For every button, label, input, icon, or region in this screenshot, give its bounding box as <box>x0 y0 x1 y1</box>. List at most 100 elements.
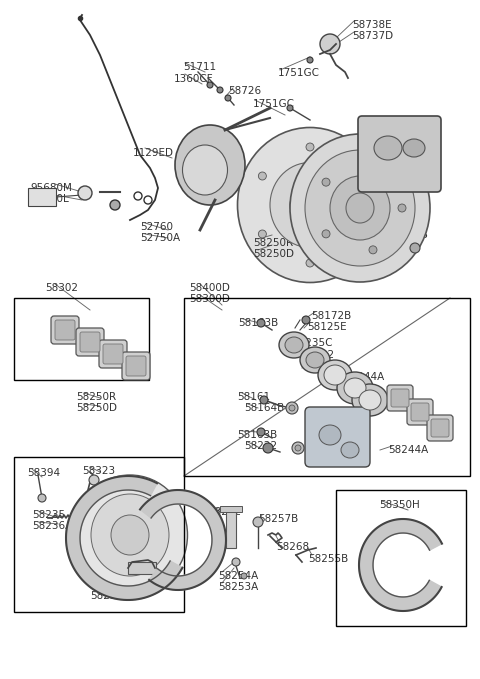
Circle shape <box>263 443 273 453</box>
FancyBboxPatch shape <box>407 399 433 425</box>
Polygon shape <box>140 490 226 590</box>
Ellipse shape <box>330 176 390 240</box>
Circle shape <box>369 246 377 254</box>
Text: 58232: 58232 <box>301 350 334 360</box>
FancyBboxPatch shape <box>51 316 79 344</box>
Circle shape <box>307 57 313 63</box>
Text: 58253A: 58253A <box>218 582 258 592</box>
Circle shape <box>286 402 298 414</box>
Ellipse shape <box>346 193 374 223</box>
Ellipse shape <box>306 352 324 368</box>
Ellipse shape <box>352 384 388 416</box>
Text: 58268: 58268 <box>276 542 309 552</box>
Text: 58172B: 58172B <box>311 311 351 321</box>
Polygon shape <box>359 519 442 611</box>
Text: 58244A: 58244A <box>344 372 384 382</box>
Ellipse shape <box>305 150 415 266</box>
Text: 58251A: 58251A <box>90 591 130 601</box>
Bar <box>14 457 184 612</box>
Text: 1129ED: 1129ED <box>133 148 174 158</box>
Bar <box>128 562 156 574</box>
Text: 58350H: 58350H <box>379 500 420 510</box>
FancyBboxPatch shape <box>122 352 150 380</box>
Text: 58250R: 58250R <box>253 238 293 248</box>
Text: 58400D: 58400D <box>189 283 230 293</box>
FancyBboxPatch shape <box>305 407 370 467</box>
Circle shape <box>241 573 247 579</box>
Text: 58250R: 58250R <box>76 392 116 402</box>
Text: 52750A: 52750A <box>140 233 180 243</box>
Ellipse shape <box>279 332 309 358</box>
Ellipse shape <box>175 125 245 205</box>
Bar <box>14 298 149 380</box>
Text: 58726: 58726 <box>228 86 261 96</box>
Text: 58222: 58222 <box>244 441 277 451</box>
FancyBboxPatch shape <box>411 403 429 421</box>
Ellipse shape <box>72 475 188 595</box>
Ellipse shape <box>359 390 381 410</box>
Circle shape <box>354 230 361 238</box>
Text: 1360CF: 1360CF <box>174 74 214 84</box>
Text: 58414: 58414 <box>348 262 381 272</box>
Circle shape <box>295 445 301 451</box>
Text: 58236A: 58236A <box>32 521 72 531</box>
Ellipse shape <box>300 347 330 373</box>
Ellipse shape <box>319 425 341 445</box>
Ellipse shape <box>374 136 402 160</box>
Circle shape <box>369 162 377 170</box>
Ellipse shape <box>182 145 228 195</box>
Text: 95680L: 95680L <box>30 194 69 204</box>
Text: 58255B: 58255B <box>308 554 348 564</box>
Text: 58272: 58272 <box>208 507 241 517</box>
Text: 58411D: 58411D <box>345 162 386 172</box>
FancyBboxPatch shape <box>80 332 100 352</box>
Circle shape <box>320 34 340 54</box>
Circle shape <box>410 243 420 253</box>
Circle shape <box>287 105 293 111</box>
Text: 58252A: 58252A <box>90 580 130 590</box>
Circle shape <box>260 396 268 404</box>
Text: 58394: 58394 <box>27 468 60 478</box>
Circle shape <box>302 316 310 324</box>
Text: 1220FS: 1220FS <box>390 230 429 240</box>
Text: 58737D: 58737D <box>352 31 393 41</box>
FancyBboxPatch shape <box>387 385 413 411</box>
Bar <box>226 508 236 548</box>
Text: 58164B: 58164B <box>244 403 284 413</box>
Text: 51711: 51711 <box>183 62 216 72</box>
Text: 58233: 58233 <box>307 362 340 372</box>
Circle shape <box>257 428 265 436</box>
Ellipse shape <box>290 184 330 226</box>
Text: 58235C: 58235C <box>292 338 333 348</box>
Circle shape <box>258 230 266 238</box>
Circle shape <box>354 172 361 180</box>
Circle shape <box>217 87 223 93</box>
Text: 58250D: 58250D <box>76 403 117 413</box>
Circle shape <box>38 494 46 502</box>
Circle shape <box>89 475 99 485</box>
Text: 58254A: 58254A <box>218 571 258 581</box>
Text: 58250D: 58250D <box>253 249 294 259</box>
FancyBboxPatch shape <box>391 389 409 407</box>
Text: 58163B: 58163B <box>237 430 277 440</box>
Circle shape <box>78 186 92 200</box>
Ellipse shape <box>341 442 359 458</box>
Circle shape <box>322 178 330 186</box>
Text: 52760: 52760 <box>140 222 173 232</box>
Text: 58738E: 58738E <box>352 20 392 30</box>
Text: 58300D: 58300D <box>381 132 422 142</box>
Circle shape <box>225 95 231 101</box>
Circle shape <box>292 442 304 454</box>
Polygon shape <box>66 476 182 600</box>
Text: 58161: 58161 <box>237 392 270 402</box>
Text: 58302: 58302 <box>45 283 78 293</box>
Ellipse shape <box>290 134 430 282</box>
Text: 58244A: 58244A <box>388 445 428 455</box>
FancyBboxPatch shape <box>427 415 453 441</box>
Text: 58257B: 58257B <box>258 514 298 524</box>
Text: 43138: 43138 <box>116 568 149 578</box>
Text: 1751GC: 1751GC <box>278 68 320 78</box>
Text: 95680M: 95680M <box>30 183 72 193</box>
Circle shape <box>257 319 265 327</box>
Bar <box>184 298 470 476</box>
